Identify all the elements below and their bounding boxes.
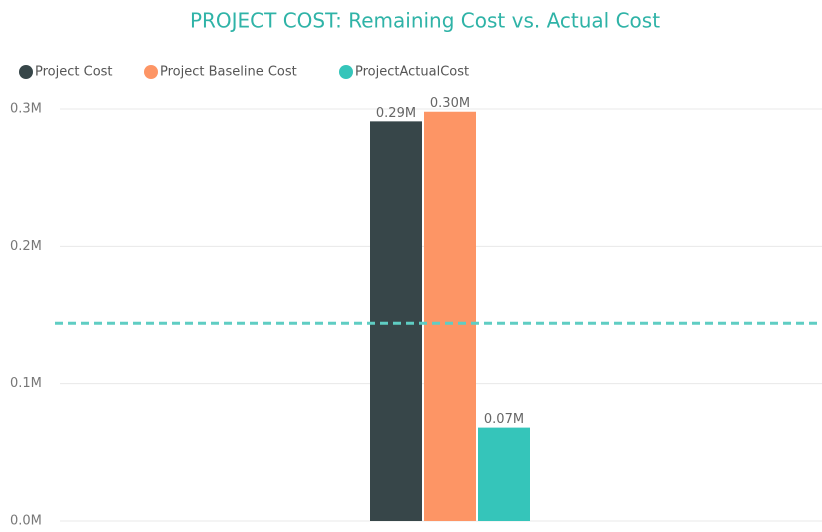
y-tick-label: 0.2M — [10, 239, 42, 254]
legend-label: Project Cost — [35, 65, 113, 80]
data-label: 0.07M — [484, 412, 524, 427]
y-tick-label: 0.1M — [10, 376, 42, 391]
legend-label: Project Baseline Cost — [160, 65, 297, 80]
data-label: 0.30M — [430, 96, 470, 111]
legend-label: ProjectActualCost — [355, 65, 469, 80]
legend-marker — [144, 65, 158, 79]
legend-marker — [339, 65, 353, 79]
bar — [478, 427, 530, 521]
data-label: 0.29M — [376, 106, 416, 121]
bar — [424, 111, 476, 521]
bar — [370, 121, 422, 522]
y-tick-label: 0.0M — [10, 514, 42, 529]
legend-marker — [19, 65, 33, 79]
chart-title: PROJECT COST: Remaining Cost vs. Actual … — [190, 9, 660, 33]
y-tick-label: 0.3M — [10, 102, 42, 117]
